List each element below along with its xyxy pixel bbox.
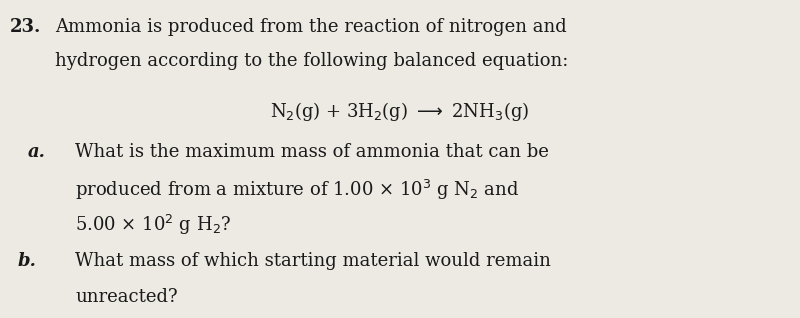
Text: 5.00 × 10$^2$ g H$_2$?: 5.00 × 10$^2$ g H$_2$? [75,213,231,237]
Text: hydrogen according to the following balanced equation:: hydrogen according to the following bala… [55,52,568,70]
Text: What is the maximum mass of ammonia that can be: What is the maximum mass of ammonia that… [75,143,549,161]
Text: unreacted?: unreacted? [75,288,178,306]
Text: produced from a mixture of 1.00 × 10$^3$ g N$_2$ and: produced from a mixture of 1.00 × 10$^3$… [75,178,519,202]
Text: What mass of which starting material would remain: What mass of which starting material wou… [75,252,551,270]
Text: 23.: 23. [10,18,42,36]
Text: Ammonia is produced from the reaction of nitrogen and: Ammonia is produced from the reaction of… [55,18,566,36]
Text: N$_2$(g) + 3H$_2$(g) $\longrightarrow$ 2NH$_3$(g): N$_2$(g) + 3H$_2$(g) $\longrightarrow$ 2… [270,100,530,123]
Text: b.: b. [18,252,37,270]
Text: a.: a. [28,143,46,161]
